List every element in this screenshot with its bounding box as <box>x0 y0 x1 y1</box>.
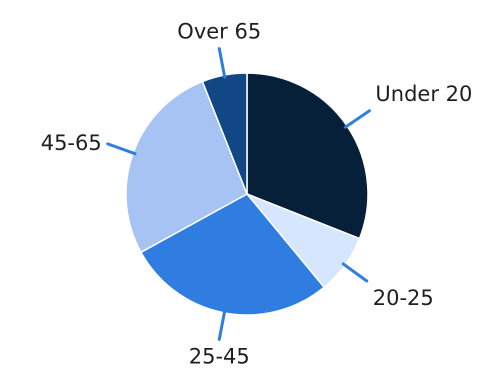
slice-label-20-25: 20-25 <box>373 286 434 310</box>
leader-line-45-65 <box>108 144 135 154</box>
slice-label-under-20: Under 20 <box>375 82 472 106</box>
pie-slices <box>126 73 368 315</box>
leader-line-under-20 <box>345 111 369 127</box>
leader-line-25-45 <box>219 311 224 339</box>
slice-label-45-65: 45-65 <box>41 131 102 155</box>
slice-label-25-45: 25-45 <box>189 344 250 368</box>
slice-label-over-65: Over 65 <box>177 20 261 44</box>
leader-line-20-25 <box>343 264 366 281</box>
leader-line-over-65 <box>219 49 224 77</box>
